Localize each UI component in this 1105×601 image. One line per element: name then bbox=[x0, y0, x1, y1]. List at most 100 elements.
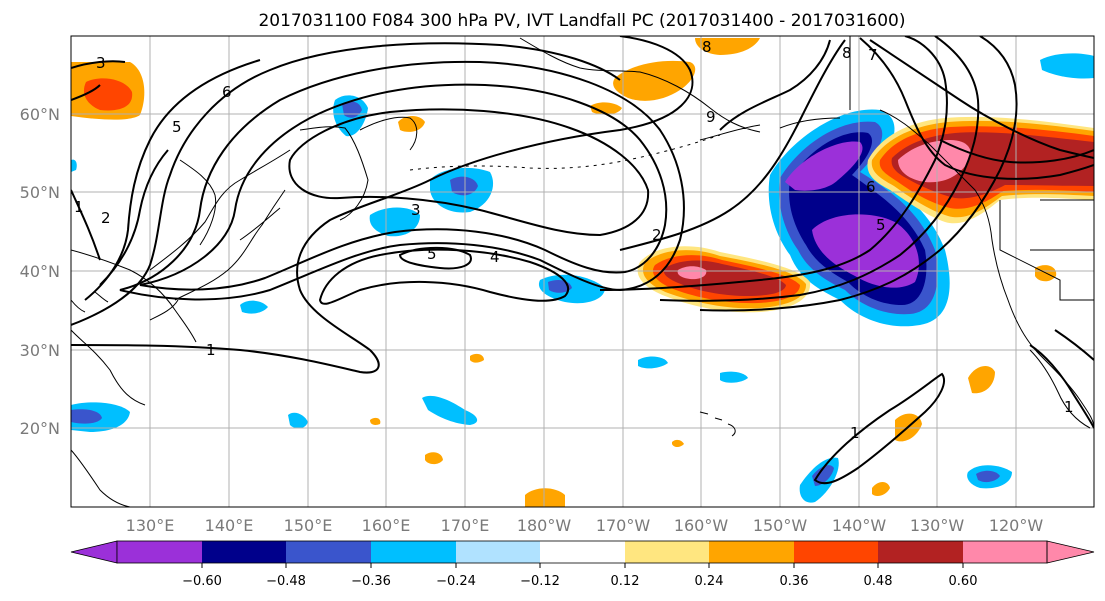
colorbar: −0.60 −0.48 −0.36 −0.24 −0.12 0.12 0.24 … bbox=[70, 540, 1095, 589]
shade-positive-se-c bbox=[872, 482, 890, 496]
pv-contours bbox=[71, 36, 1094, 485]
shade-positive-sw-a bbox=[425, 452, 443, 465]
contour-east-trough-5 bbox=[719, 39, 831, 131]
colorbar-tick-label: 0.60 bbox=[949, 574, 978, 589]
contour-nw-corner bbox=[71, 60, 126, 101]
contour-label-1-w: 1 bbox=[74, 198, 84, 216]
colorbar-seg-cyan bbox=[371, 541, 456, 563]
contour-east-trough-1 bbox=[619, 39, 846, 251]
colorbar-seg-white bbox=[540, 541, 625, 563]
lon-label-120w: 120°W bbox=[989, 516, 1044, 535]
contour-se-small bbox=[1029, 344, 1094, 429]
shade-positive-small-a bbox=[590, 102, 622, 115]
contour-inner-loop-5 bbox=[288, 108, 650, 237]
colorbar-tick-label: 0.48 bbox=[864, 574, 893, 589]
contour-label-6-e: 6 bbox=[866, 178, 876, 196]
contour-east-ridge-b bbox=[859, 37, 1094, 180]
contour-west-3 bbox=[84, 59, 261, 301]
map-title: 2017031100 F084 300 hPa PV, IVT Landfall… bbox=[258, 11, 905, 31]
colorbar-tick-label: −0.24 bbox=[436, 574, 476, 589]
lat-label-50n: 50°N bbox=[20, 183, 60, 202]
shade-negative-purple-south bbox=[812, 214, 919, 288]
lat-label-20n: 20°N bbox=[20, 419, 60, 438]
borders-america bbox=[849, 36, 1094, 301]
contour-east-trough-3 bbox=[659, 36, 980, 302]
contour-label-3-nw: 3 bbox=[96, 54, 106, 72]
contour-label-5-w: 5 bbox=[172, 118, 182, 136]
colorbar-seg-purple bbox=[117, 541, 202, 563]
shade-negative-s-c bbox=[240, 300, 268, 314]
colorbar-seg-redorange bbox=[794, 541, 878, 563]
colorbar-tick-label: −0.12 bbox=[520, 574, 560, 589]
shade-positive-se-b bbox=[968, 366, 995, 394]
colorbar-extend-high bbox=[1046, 540, 1095, 564]
contour-label-2-c: 2 bbox=[652, 226, 662, 244]
contour-label-8-top: 8 bbox=[702, 38, 712, 56]
lat-label-60n: 60°N bbox=[20, 105, 60, 124]
lon-label-180w: 180°W bbox=[517, 516, 572, 535]
coast-japan bbox=[149, 189, 286, 321]
gridlines bbox=[71, 36, 1094, 507]
contour-label-1-se: 1 bbox=[850, 424, 860, 442]
contour-west-4 bbox=[99, 149, 169, 286]
coast-mexico bbox=[1029, 349, 1091, 429]
colorbar-frame bbox=[116, 540, 1048, 564]
coast-aleutians bbox=[409, 134, 721, 171]
shade-positive-aleutian-top bbox=[695, 38, 760, 55]
shade-positive-mid-a bbox=[470, 353, 484, 363]
shade-positive-small-b bbox=[398, 116, 425, 132]
shade-negative-s-a bbox=[422, 395, 478, 425]
colorbar-tick-label: 0.12 bbox=[611, 574, 640, 589]
shade-negative-sw-a-core bbox=[71, 409, 102, 424]
contour-west-2 bbox=[71, 42, 621, 326]
contour-label-5-e: 5 bbox=[876, 216, 886, 234]
colorbar-ticks bbox=[201, 563, 964, 568]
contour-label-9: 9 bbox=[706, 108, 716, 126]
lat-label-40n: 40°N bbox=[20, 262, 60, 281]
contour-east-trough-2 bbox=[599, 36, 948, 291]
contour-label-1-e: 1 bbox=[1064, 398, 1074, 416]
shade-positive-mid-c bbox=[672, 439, 684, 447]
contour-label-2-w: 2 bbox=[101, 209, 111, 227]
lon-label-130e: 130°E bbox=[126, 516, 175, 535]
shade-negative-s-d bbox=[638, 356, 668, 369]
coast-islands-nw bbox=[71, 291, 109, 313]
colorbar-seg-pink bbox=[963, 541, 1047, 563]
contour-label-7: 7 bbox=[868, 46, 878, 64]
coast-alaska bbox=[519, 37, 841, 141]
colorbar-extend-low bbox=[70, 540, 118, 564]
lon-label-170w: 170°W bbox=[596, 516, 651, 535]
coast-hawaii bbox=[699, 411, 736, 437]
shade-negative-s-e bbox=[720, 371, 748, 383]
contour-labels: 3 6 5 1 2 3 5 4 1 2 8 9 8 7 6 5 1 1 bbox=[74, 38, 1074, 442]
shade-negative-w-edge bbox=[71, 159, 77, 172]
lon-label-160w: 160°W bbox=[674, 516, 729, 535]
colorbar-seg-blue bbox=[286, 541, 371, 563]
colorbar-tick-label: 0.24 bbox=[695, 574, 724, 589]
lon-label-160e: 160°E bbox=[362, 516, 411, 535]
contour-label-1-sw: 1 bbox=[206, 341, 216, 359]
contour-se-loop bbox=[813, 372, 945, 485]
shade-positive-mid-b bbox=[370, 417, 381, 425]
shade-positive-sw-b bbox=[525, 488, 565, 507]
colorbar-tick-label: −0.60 bbox=[182, 574, 222, 589]
contour-inner-loop-4 bbox=[398, 246, 472, 270]
map-frame bbox=[70, 35, 1095, 508]
shade-positive-nw-red bbox=[83, 78, 133, 111]
shade-negative-purple-north bbox=[785, 141, 863, 191]
contour-inner-loop-1 bbox=[119, 60, 685, 301]
colorbar-tick-label: −0.48 bbox=[266, 574, 306, 589]
latitude-labels: 60°N 50°N 40°N 30°N 20°N bbox=[20, 105, 60, 438]
shade-negative-se-b-core bbox=[976, 470, 1000, 483]
lon-label-170e: 170°E bbox=[441, 516, 490, 535]
contour-inner-loop-3 bbox=[318, 248, 570, 305]
coast-nw-america bbox=[879, 109, 1094, 429]
longitude-labels: 130°E 140°E 150°E 160°E 170°E 180°W 170°… bbox=[126, 516, 1044, 535]
shade-negative-s-b bbox=[288, 412, 308, 429]
colorbar-seg-yellow bbox=[625, 541, 709, 563]
lon-label-150w: 150°W bbox=[753, 516, 808, 535]
colorbar-seg-orange bbox=[709, 541, 794, 563]
colorbar-tick-label: 0.36 bbox=[780, 574, 809, 589]
lon-label-150e: 150°E bbox=[284, 516, 333, 535]
contour-sw-1 bbox=[71, 189, 101, 261]
